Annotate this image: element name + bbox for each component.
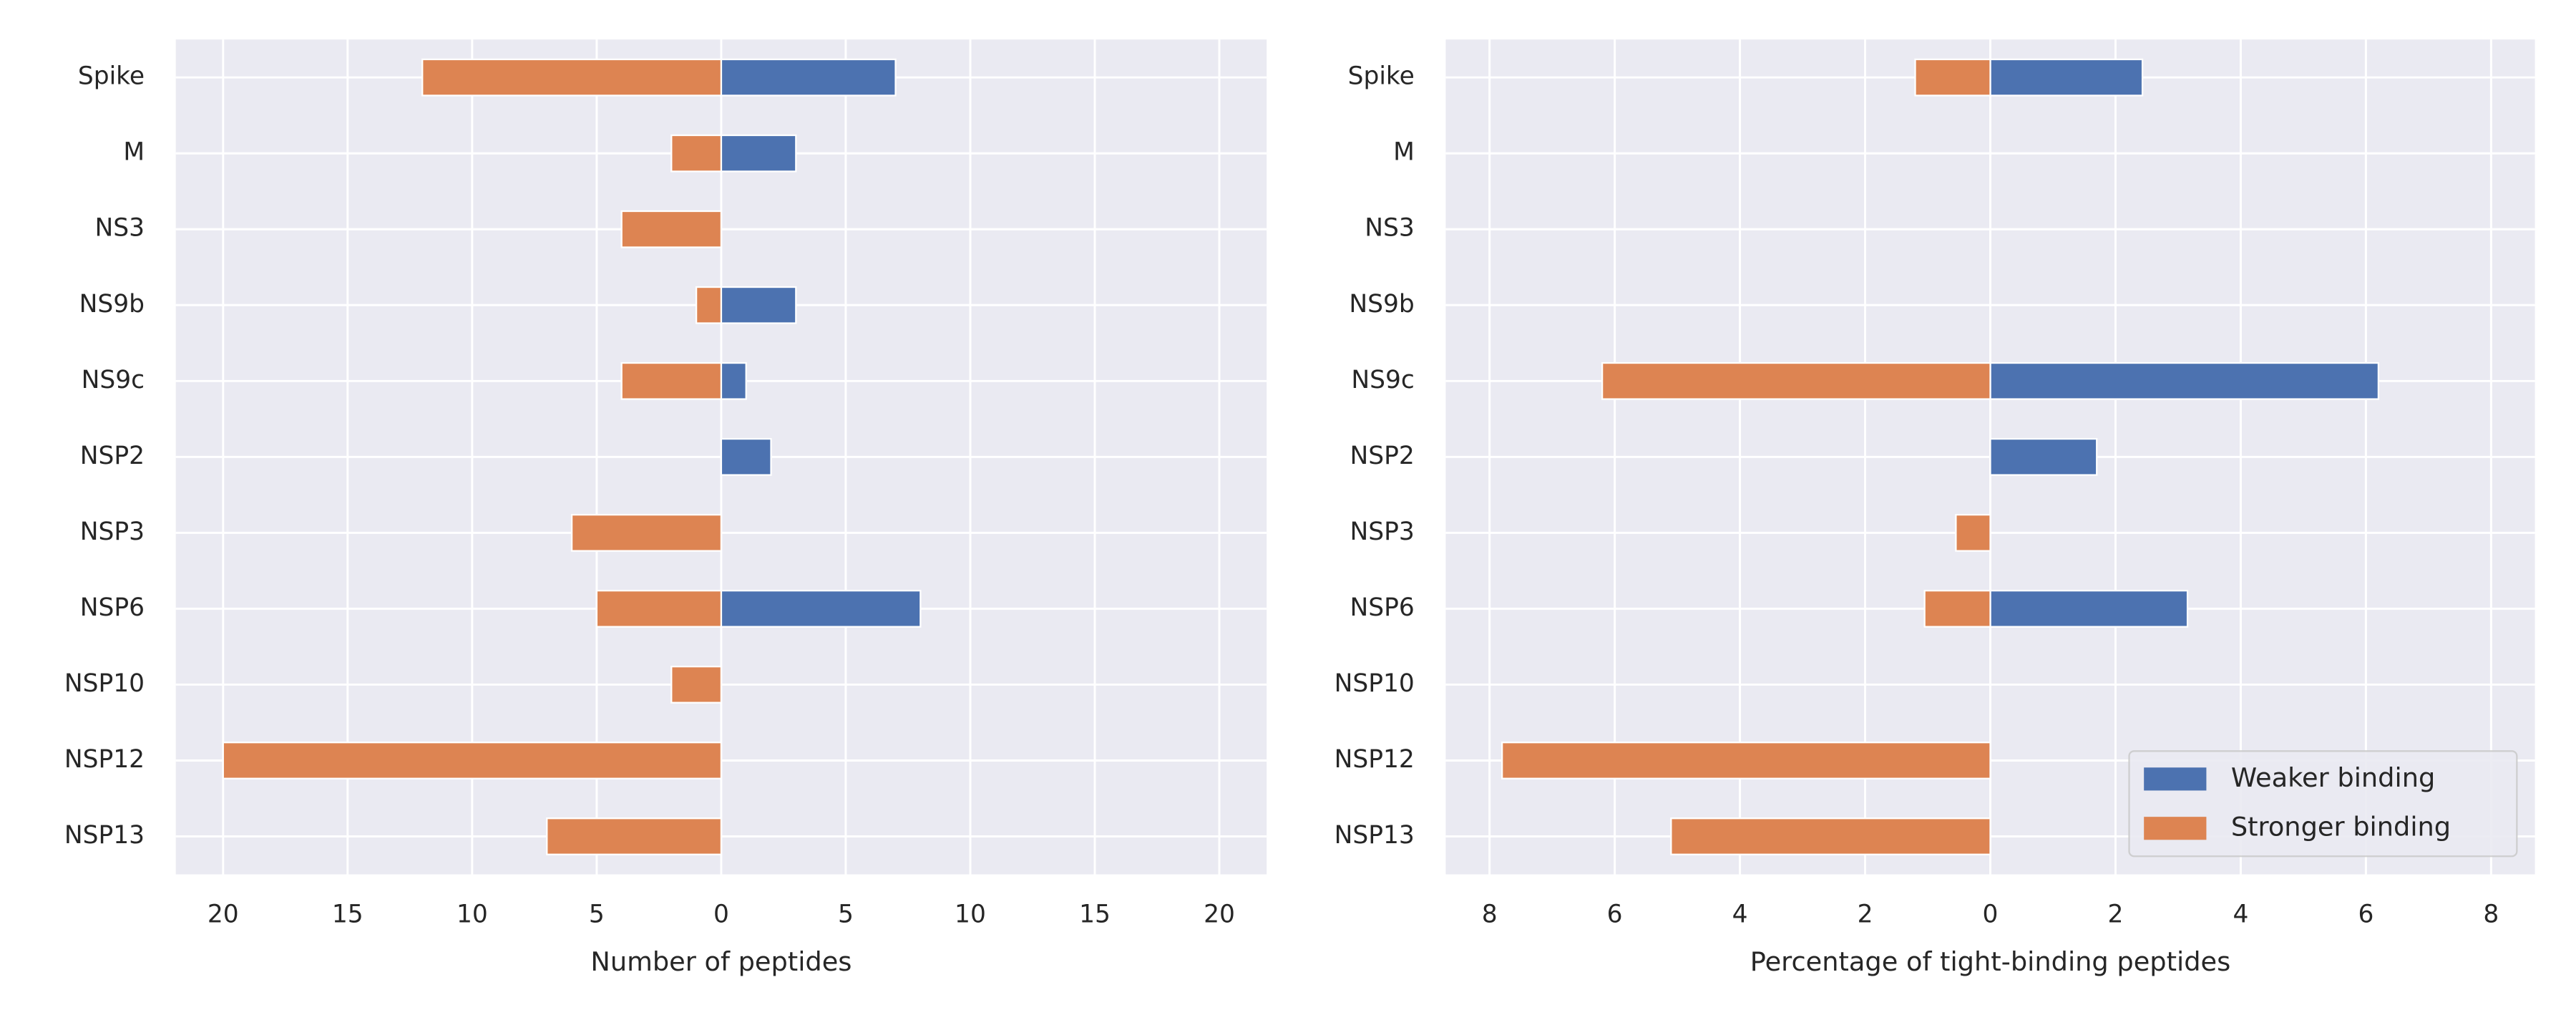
x-axis-label: Percentage of tight-binding peptides <box>1750 946 2231 977</box>
y-tick-label: NS9b <box>79 290 145 319</box>
legend-box <box>2128 750 2518 858</box>
bar <box>570 513 723 552</box>
y-tick-label: NSP10 <box>64 669 145 698</box>
x-tick-label: 10 <box>457 900 488 928</box>
bar <box>620 361 723 400</box>
bar <box>1914 58 1991 97</box>
legend-swatch <box>2144 767 2207 791</box>
bar <box>1989 58 2144 97</box>
y-tick-label: NS3 <box>1365 214 1415 243</box>
x-tick-label: 8 <box>2483 900 2499 928</box>
x-tick-label: 15 <box>332 900 364 928</box>
y-tick-label: Spike <box>1348 62 1415 91</box>
y-tick-label: NS9b <box>1349 290 1414 319</box>
bar <box>595 589 723 628</box>
y-tick-label: M <box>1393 138 1415 167</box>
bar <box>1989 589 2189 628</box>
bar <box>720 58 897 97</box>
y-tick-label: NSP12 <box>64 745 145 774</box>
bar <box>546 817 723 855</box>
x-tick-label: 0 <box>1983 900 1999 928</box>
y-tick-label: M <box>123 138 145 167</box>
x-tick-label: 20 <box>208 900 239 928</box>
legend-label: Stronger binding <box>2231 812 2451 842</box>
y-tick-label: NSP6 <box>1350 593 1415 622</box>
y-tick-label: NSP13 <box>1335 821 1415 850</box>
x-tick-label: 2 <box>1858 900 1873 928</box>
bar <box>421 58 723 97</box>
y-tick-label: NSP6 <box>80 593 145 622</box>
bar <box>1989 437 2098 476</box>
y-tick-label: Spike <box>78 62 145 91</box>
bar <box>222 742 723 779</box>
bar <box>1601 361 1991 400</box>
x-tick-label: 6 <box>1607 900 1623 928</box>
x-tick-label: 20 <box>1204 900 1235 928</box>
bar <box>695 286 723 324</box>
x-tick-label: 5 <box>838 900 854 928</box>
y-tick-label: NSP3 <box>1350 518 1415 546</box>
x-tick-label: 4 <box>1732 900 1748 928</box>
x-tick-label: 0 <box>713 900 729 928</box>
x-tick-label: 15 <box>1079 900 1111 928</box>
bar <box>670 134 723 173</box>
bar <box>1989 361 2380 400</box>
bar <box>720 361 747 400</box>
y-tick-label: NS3 <box>95 214 145 243</box>
x-tick-label: 2 <box>2108 900 2124 928</box>
bar <box>720 589 922 628</box>
y-tick-label: NSP10 <box>1335 669 1415 698</box>
y-tick-label: NSP3 <box>80 518 145 546</box>
bar <box>1923 589 1991 628</box>
legend-swatch <box>2144 817 2207 840</box>
bar <box>1955 513 1991 552</box>
y-tick-label: NSP2 <box>80 442 145 470</box>
x-tick-label: 10 <box>955 900 986 928</box>
y-tick-label: NS9c <box>1351 366 1414 394</box>
bar <box>1670 817 1991 855</box>
x-tick-label: 8 <box>1482 900 1498 928</box>
bar <box>720 134 797 173</box>
x-tick-label: 4 <box>2233 900 2248 928</box>
bar <box>620 210 723 248</box>
y-tick-label: NSP2 <box>1350 442 1415 470</box>
x-axis-label: Number of peptides <box>590 946 852 977</box>
x-tick-label: 5 <box>589 900 605 928</box>
bar <box>1501 742 1991 779</box>
y-tick-label: NS9c <box>82 366 145 394</box>
y-tick-label: NSP12 <box>1335 745 1415 774</box>
bar <box>720 437 772 476</box>
bar <box>670 666 723 704</box>
y-tick-label: NSP13 <box>64 821 145 850</box>
x-tick-label: 6 <box>2358 900 2373 928</box>
bar <box>720 286 797 324</box>
legend-label: Weaker binding <box>2231 762 2435 793</box>
